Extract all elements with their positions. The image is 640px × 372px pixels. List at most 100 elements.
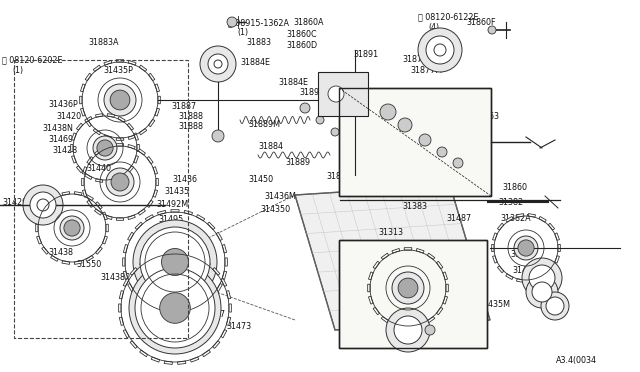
Text: 31550: 31550	[76, 260, 101, 269]
Polygon shape	[138, 149, 145, 155]
Polygon shape	[81, 84, 85, 92]
Circle shape	[227, 17, 237, 27]
Polygon shape	[548, 223, 555, 230]
Polygon shape	[202, 259, 211, 266]
Polygon shape	[51, 195, 58, 201]
Polygon shape	[108, 179, 115, 182]
Polygon shape	[51, 256, 58, 262]
Bar	[318, 72, 368, 116]
Polygon shape	[87, 201, 93, 208]
Circle shape	[328, 86, 344, 102]
Text: 31460: 31460	[170, 298, 195, 307]
Polygon shape	[36, 212, 42, 220]
Circle shape	[214, 60, 222, 68]
Circle shape	[519, 241, 533, 255]
Polygon shape	[207, 295, 215, 302]
Polygon shape	[36, 224, 38, 232]
Text: 31877M: 31877M	[410, 66, 442, 75]
Polygon shape	[151, 254, 159, 259]
Polygon shape	[153, 190, 157, 197]
Polygon shape	[196, 215, 205, 221]
Polygon shape	[158, 96, 161, 104]
Circle shape	[160, 293, 190, 323]
Text: 31860: 31860	[502, 183, 527, 192]
Text: 31499: 31499	[512, 266, 537, 275]
Polygon shape	[506, 217, 513, 222]
Circle shape	[453, 158, 463, 168]
Polygon shape	[130, 341, 138, 349]
Polygon shape	[84, 116, 92, 122]
Polygon shape	[127, 232, 134, 240]
Text: 31493S: 31493S	[418, 340, 448, 349]
Polygon shape	[145, 215, 154, 221]
Polygon shape	[102, 236, 108, 244]
Text: 31884E: 31884E	[240, 58, 270, 67]
Polygon shape	[416, 248, 424, 253]
Circle shape	[331, 128, 339, 136]
Text: 31872: 31872	[354, 142, 380, 151]
Text: 31313: 31313	[378, 228, 403, 237]
Polygon shape	[105, 144, 112, 149]
Circle shape	[38, 194, 106, 262]
Text: 31382: 31382	[498, 198, 523, 207]
Polygon shape	[124, 278, 129, 286]
Circle shape	[418, 28, 462, 72]
Polygon shape	[381, 253, 388, 260]
Text: 31492M: 31492M	[156, 200, 188, 209]
Polygon shape	[373, 307, 380, 315]
Polygon shape	[492, 244, 494, 251]
Circle shape	[546, 297, 564, 315]
Text: 31438N: 31438N	[42, 124, 73, 133]
Text: 31884: 31884	[258, 142, 283, 151]
Polygon shape	[558, 244, 560, 251]
Polygon shape	[184, 309, 193, 314]
Polygon shape	[42, 202, 49, 209]
Text: 31493: 31493	[378, 268, 403, 277]
Circle shape	[419, 134, 431, 146]
Polygon shape	[191, 254, 199, 259]
Polygon shape	[157, 211, 166, 215]
Text: 31889M: 31889M	[248, 120, 280, 129]
Polygon shape	[381, 317, 388, 323]
Polygon shape	[155, 108, 159, 116]
Text: 31435P: 31435P	[103, 66, 133, 75]
Polygon shape	[367, 284, 370, 292]
Polygon shape	[145, 303, 154, 310]
Circle shape	[162, 249, 188, 275]
Polygon shape	[148, 73, 155, 81]
Text: 31440: 31440	[86, 164, 111, 173]
Polygon shape	[84, 174, 92, 180]
Text: 31436: 31436	[172, 175, 197, 184]
Polygon shape	[184, 211, 193, 215]
Polygon shape	[212, 341, 220, 349]
Text: 31315: 31315	[378, 252, 403, 261]
Polygon shape	[135, 295, 143, 302]
Polygon shape	[140, 65, 147, 71]
Circle shape	[129, 262, 221, 354]
Polygon shape	[106, 224, 108, 232]
Polygon shape	[118, 116, 125, 122]
Polygon shape	[83, 167, 87, 174]
Polygon shape	[130, 267, 138, 275]
Polygon shape	[178, 361, 186, 365]
Polygon shape	[86, 195, 93, 201]
Bar	[339, 240, 487, 348]
Circle shape	[529, 265, 555, 291]
Polygon shape	[135, 222, 143, 230]
Text: 31863: 31863	[474, 112, 499, 121]
Polygon shape	[164, 361, 172, 365]
Text: (1): (1)	[237, 28, 248, 37]
Text: 31883A: 31883A	[88, 38, 118, 47]
Polygon shape	[95, 209, 102, 215]
Text: (1): (1)	[12, 66, 23, 75]
Polygon shape	[140, 259, 148, 266]
Polygon shape	[493, 256, 497, 263]
Text: 31469: 31469	[48, 135, 73, 144]
Text: 31865: 31865	[440, 166, 465, 175]
Circle shape	[200, 46, 236, 82]
Polygon shape	[196, 303, 205, 310]
Text: 31487: 31487	[446, 214, 471, 223]
Text: 31864: 31864	[354, 185, 379, 194]
Text: 31438M: 31438M	[452, 286, 484, 295]
Circle shape	[430, 40, 450, 60]
